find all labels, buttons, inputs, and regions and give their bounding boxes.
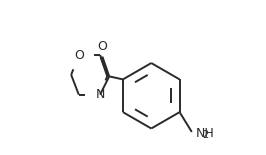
Text: O: O xyxy=(74,49,84,62)
Text: NH: NH xyxy=(196,127,214,140)
Text: 2: 2 xyxy=(202,130,208,140)
Text: N: N xyxy=(95,88,105,101)
Text: O: O xyxy=(97,40,107,53)
